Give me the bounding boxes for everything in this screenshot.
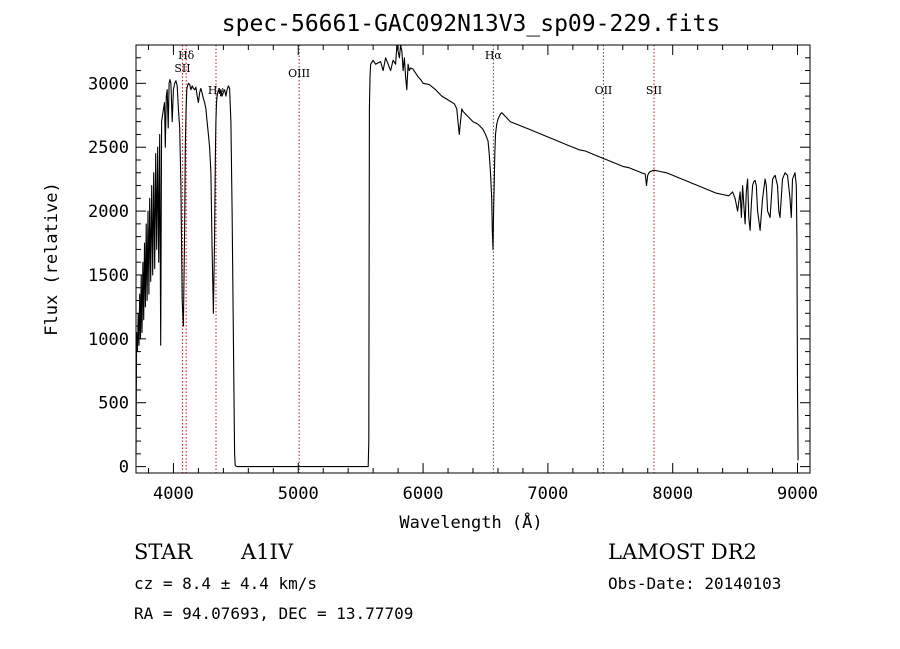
reference-line-label: OII bbox=[595, 84, 613, 97]
y-tick-label: 2500 bbox=[88, 138, 129, 158]
x-tick-label: 6000 bbox=[403, 484, 444, 504]
x-tick-label: 7000 bbox=[527, 484, 568, 504]
reference-lines bbox=[181, 45, 655, 473]
chart-title: spec-56661-GAC092N13V3_sp09-229.fits bbox=[222, 11, 721, 37]
y-tick-label: 3000 bbox=[88, 74, 129, 94]
reference-line-label: Hα bbox=[485, 49, 503, 62]
spectrum-line bbox=[135, 44, 799, 468]
reference-line-label: SII bbox=[174, 62, 190, 75]
obs-date: Obs-Date: 20140103 bbox=[608, 574, 781, 593]
x-tick-label: 5000 bbox=[278, 484, 319, 504]
y-tick-label: 1000 bbox=[88, 330, 129, 350]
reference-line-label: SII bbox=[646, 84, 662, 97]
redshift-text: cz = 8.4 ± 4.4 km/s bbox=[134, 574, 317, 593]
reference-line-label: OIII bbox=[288, 67, 310, 80]
y-tick-label: 1500 bbox=[88, 266, 129, 286]
y-axis-label: Flux (relative) bbox=[42, 182, 62, 336]
x-axis: 4000 5000 6000 7000 8000 9000 bbox=[147, 45, 818, 504]
y-tick-label: 0 bbox=[119, 458, 129, 478]
reference-line-label: Hγ bbox=[208, 84, 225, 97]
x-axis-label: Wavelength (Å) bbox=[399, 511, 542, 533]
y-tick-label: 500 bbox=[98, 394, 129, 414]
object-type: STAR bbox=[134, 540, 193, 564]
spectral-class: A1IV bbox=[240, 540, 294, 564]
reference-line-label: Hδ bbox=[178, 49, 195, 62]
y-tick-label: 2000 bbox=[88, 202, 129, 222]
x-tick-label: 4000 bbox=[153, 484, 194, 504]
x-tick-label: 9000 bbox=[777, 484, 818, 504]
x-tick-label: 8000 bbox=[652, 484, 693, 504]
survey-name: LAMOST DR2 bbox=[608, 540, 757, 564]
y-axis: 0 500 1000 1500 2000 2500 3000 bbox=[88, 57, 810, 478]
coordinates: RA = 94.07693, DEC = 13.77709 bbox=[134, 604, 413, 623]
plot-frame bbox=[135, 44, 811, 474]
